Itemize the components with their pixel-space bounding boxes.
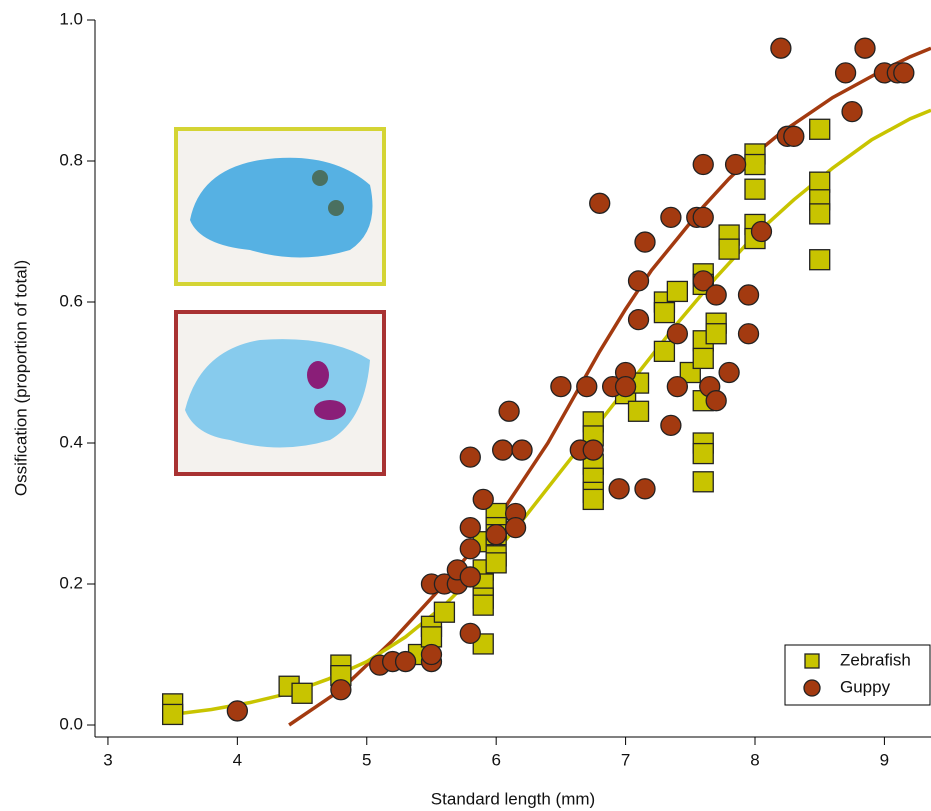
point xyxy=(660,206,682,229)
point xyxy=(724,153,747,176)
point xyxy=(854,37,876,59)
point xyxy=(666,280,689,303)
point xyxy=(737,323,760,345)
point xyxy=(459,446,481,468)
x-tick-label: 9 xyxy=(880,750,889,769)
point xyxy=(491,439,514,461)
point xyxy=(627,308,650,331)
point xyxy=(750,220,773,243)
point xyxy=(511,439,533,461)
points xyxy=(161,37,915,726)
point xyxy=(459,516,481,539)
legend-marker xyxy=(803,679,821,697)
point xyxy=(614,375,637,398)
point xyxy=(809,118,831,140)
point xyxy=(582,439,604,461)
y-tick-label: 1.0 xyxy=(59,9,83,28)
point xyxy=(627,270,650,292)
point xyxy=(504,516,527,539)
y-tick-label: 0.2 xyxy=(59,573,83,592)
point xyxy=(608,478,630,500)
x-axis-label: Standard length (mm) xyxy=(431,789,595,808)
point xyxy=(692,347,714,370)
point xyxy=(705,284,727,306)
point xyxy=(394,650,417,673)
point xyxy=(459,566,481,588)
point xyxy=(226,700,249,722)
point xyxy=(420,643,443,666)
point xyxy=(433,601,456,623)
inset-stain xyxy=(190,157,373,258)
point xyxy=(576,375,598,398)
x-tick-label: 8 xyxy=(750,750,759,769)
inset-images xyxy=(174,127,386,476)
point xyxy=(653,301,676,324)
y-tick-label: 0.0 xyxy=(59,714,83,733)
point xyxy=(893,62,915,84)
point xyxy=(770,37,792,59)
point xyxy=(459,622,481,645)
inset-detail xyxy=(314,400,346,420)
x-tick-label: 5 xyxy=(362,750,371,769)
point xyxy=(834,62,857,84)
point xyxy=(809,249,831,271)
point xyxy=(705,390,727,412)
x-tick-label: 4 xyxy=(233,750,242,769)
y-tick-label: 0.8 xyxy=(59,150,83,169)
legend-label: Guppy xyxy=(840,677,891,696)
legend-marker xyxy=(804,653,820,669)
point xyxy=(291,682,313,704)
legend-label: Zebrafish xyxy=(840,650,911,669)
y-tick-label: 0.6 xyxy=(59,291,83,310)
point xyxy=(498,400,520,422)
point xyxy=(692,153,714,176)
x-tick-label: 6 xyxy=(491,750,500,769)
x-tick-label: 7 xyxy=(621,750,630,769)
point xyxy=(737,284,760,306)
point xyxy=(472,488,494,511)
point xyxy=(783,125,805,147)
point xyxy=(634,478,656,500)
x-tick-label: 3 xyxy=(103,750,112,769)
point xyxy=(809,203,831,225)
point xyxy=(666,375,689,398)
point xyxy=(485,552,507,574)
point xyxy=(330,679,352,701)
point xyxy=(627,400,650,422)
point xyxy=(666,323,689,345)
point xyxy=(582,488,604,511)
point xyxy=(161,703,184,726)
y-tick-label: 0.4 xyxy=(59,432,83,451)
point xyxy=(589,192,611,214)
point xyxy=(692,471,714,493)
point xyxy=(692,270,714,292)
point xyxy=(459,538,481,560)
point xyxy=(653,340,676,363)
point xyxy=(634,231,656,253)
point xyxy=(841,101,863,123)
point xyxy=(472,594,494,616)
point xyxy=(692,206,714,229)
point xyxy=(550,375,572,398)
point xyxy=(660,414,682,437)
point xyxy=(705,323,727,345)
point xyxy=(485,524,507,546)
point xyxy=(718,238,740,260)
fit-line xyxy=(288,46,931,727)
point xyxy=(744,178,766,200)
point xyxy=(744,153,766,176)
inset-detail xyxy=(307,361,329,389)
point xyxy=(718,361,740,384)
point xyxy=(692,442,714,465)
y-axis-label: Ossification (proportion of total) xyxy=(11,260,30,496)
inset-detail xyxy=(312,170,328,186)
inset-detail xyxy=(328,200,344,216)
